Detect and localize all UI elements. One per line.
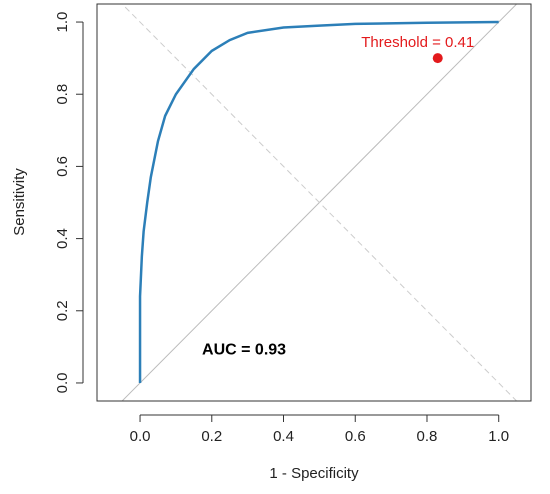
plot-box	[96, 3, 532, 402]
roc-curve	[138, 20, 499, 383]
y-tick-label: 0.0	[54, 373, 71, 394]
y-tick-label: 0.8	[54, 84, 71, 105]
x-axis-label: 1 - Specificity	[269, 465, 359, 482]
x-tick-label: 0.0	[130, 428, 151, 445]
annotation: AUC = 0.93	[202, 342, 286, 359]
x-tick-label: 0.8	[417, 428, 438, 445]
anti-diagonal	[121, 4, 518, 401]
threshold-point	[432, 53, 443, 64]
x-tick-label: 1.0	[488, 428, 509, 445]
y-tick-label: 0.2	[54, 300, 71, 321]
diagonal	[121, 4, 518, 401]
x-tick-label: 0.6	[345, 428, 366, 445]
x-tick-label: 0.4	[273, 428, 294, 445]
y-tick-label: 1.0	[54, 12, 71, 33]
x-tick-label: 0.2	[201, 428, 222, 445]
plot-area	[121, 4, 518, 401]
y-tick-label: 0.4	[54, 228, 71, 249]
y-tick-label: 0.6	[54, 156, 71, 177]
threshold-label: Threshold = 0.41	[361, 34, 474, 51]
y-axis-label: Sensitivity	[11, 168, 28, 236]
